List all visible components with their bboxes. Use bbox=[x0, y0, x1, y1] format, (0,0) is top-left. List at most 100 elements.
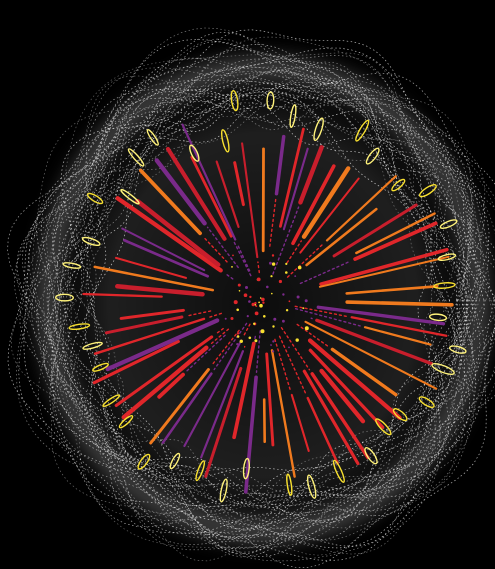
sparkle bbox=[304, 326, 309, 331]
yellow-spark bbox=[81, 236, 101, 247]
streak bbox=[291, 164, 336, 246]
sparkle bbox=[230, 317, 234, 320]
streak bbox=[183, 339, 243, 448]
streak bbox=[105, 318, 220, 372]
halo-ring bbox=[37, 67, 485, 541]
streak bbox=[241, 142, 259, 259]
yellow-spark bbox=[68, 323, 91, 331]
sparkle bbox=[266, 285, 269, 289]
yellow-spark bbox=[418, 184, 437, 198]
yellow-spark bbox=[375, 418, 392, 436]
sparkle bbox=[272, 340, 275, 343]
yellow-spark bbox=[146, 129, 159, 146]
halo-ring bbox=[70, 83, 485, 524]
streak bbox=[114, 256, 187, 279]
yellow-spark bbox=[242, 457, 251, 480]
streak bbox=[278, 127, 305, 228]
streak-trail bbox=[257, 261, 260, 274]
streak bbox=[302, 369, 360, 466]
streak bbox=[353, 221, 438, 261]
streak bbox=[121, 227, 206, 272]
sparkle bbox=[248, 336, 252, 340]
streak bbox=[119, 308, 185, 320]
streak bbox=[161, 372, 213, 444]
streak bbox=[355, 212, 436, 255]
streak bbox=[93, 265, 215, 292]
yellow-spark bbox=[392, 408, 408, 422]
yellow-sparks bbox=[55, 89, 467, 503]
sparkle bbox=[294, 275, 297, 277]
streak bbox=[135, 198, 221, 267]
halo-ring bbox=[46, 66, 472, 514]
streak-trail bbox=[202, 236, 228, 263]
yellow-spark bbox=[431, 363, 455, 375]
streak bbox=[104, 315, 184, 335]
sparkle bbox=[249, 295, 252, 299]
halo-ring bbox=[92, 98, 462, 506]
streak bbox=[316, 305, 446, 326]
yellow-spark bbox=[82, 341, 103, 350]
yellow-spark bbox=[92, 362, 109, 372]
sparkle bbox=[256, 277, 261, 282]
sparkle bbox=[245, 286, 248, 289]
streak bbox=[149, 368, 210, 445]
streak bbox=[290, 393, 310, 452]
sparkle bbox=[288, 346, 290, 349]
streak bbox=[307, 338, 402, 420]
halo-ring bbox=[7, 29, 495, 547]
yellow-spark bbox=[220, 129, 230, 153]
sparkle bbox=[248, 300, 251, 303]
halo-ring bbox=[16, 41, 489, 538]
sparkle bbox=[259, 303, 263, 308]
halo-ring bbox=[32, 36, 495, 555]
sparkle bbox=[272, 325, 275, 328]
sparkle bbox=[236, 343, 239, 346]
yellow-spark bbox=[266, 91, 275, 110]
streak-trail bbox=[206, 226, 239, 269]
sparkle bbox=[271, 292, 273, 295]
streak bbox=[262, 398, 267, 444]
yellow-spark bbox=[365, 147, 380, 165]
sparkle bbox=[254, 311, 259, 316]
sparkle bbox=[237, 283, 241, 287]
sparkle bbox=[271, 254, 275, 257]
streak bbox=[165, 146, 227, 241]
yellow-spark bbox=[127, 148, 145, 167]
sparkle bbox=[302, 307, 305, 310]
yellow-spark bbox=[313, 117, 324, 142]
streak bbox=[265, 352, 275, 447]
halo-ring bbox=[48, 70, 478, 530]
streak bbox=[244, 375, 258, 494]
yellow-spark bbox=[102, 394, 121, 408]
sparkle bbox=[282, 319, 285, 323]
halo-ring bbox=[86, 83, 474, 507]
center-sparkles bbox=[224, 254, 309, 353]
sparkle bbox=[282, 293, 285, 296]
yellow-spark bbox=[355, 119, 370, 142]
streak bbox=[115, 196, 223, 273]
sparkle bbox=[260, 329, 265, 334]
sparkle bbox=[269, 261, 272, 265]
streak-trail bbox=[208, 312, 223, 319]
yellow-spark bbox=[86, 192, 104, 205]
sparkle bbox=[238, 290, 241, 292]
streak bbox=[299, 177, 360, 254]
sparkle bbox=[254, 301, 257, 305]
streak-trail bbox=[274, 338, 291, 391]
sparkle bbox=[272, 350, 275, 353]
streak bbox=[270, 349, 296, 478]
streak bbox=[315, 318, 433, 366]
streak bbox=[115, 284, 205, 297]
sparkle bbox=[295, 338, 299, 342]
yellow-spark bbox=[120, 188, 140, 205]
streak bbox=[190, 155, 233, 238]
sparkle bbox=[261, 297, 265, 302]
streak bbox=[310, 372, 370, 460]
sparkle bbox=[254, 304, 257, 306]
streak-trail bbox=[272, 206, 300, 275]
streak bbox=[319, 368, 366, 424]
sparkle bbox=[278, 279, 282, 284]
sparkle bbox=[233, 300, 238, 305]
streak bbox=[345, 300, 454, 307]
